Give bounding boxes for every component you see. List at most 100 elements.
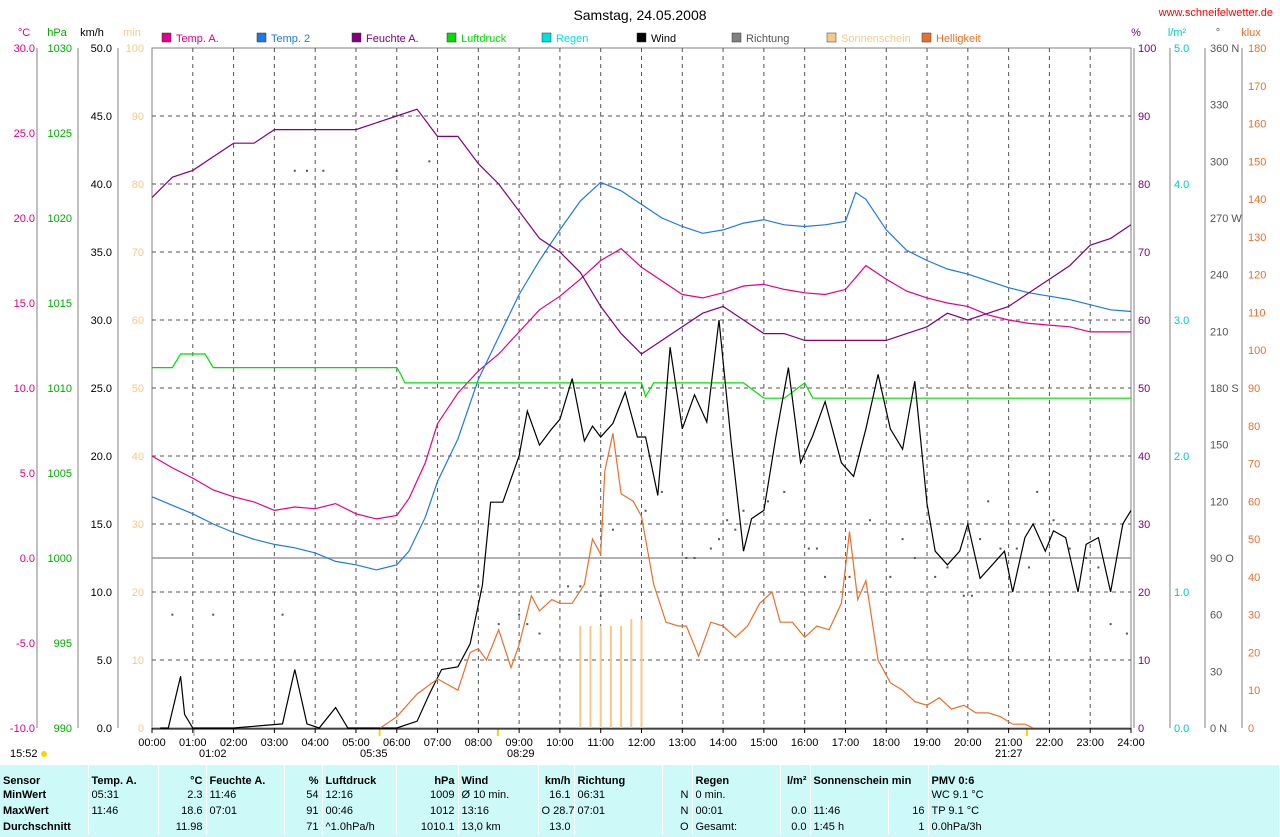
hum-axis-tick-label: 70 bbox=[1138, 247, 1150, 259]
series-line-temp-2 bbox=[151, 181, 1132, 571]
x-tick-label: 01:00 bbox=[179, 737, 207, 749]
series-line-luftdruck bbox=[152, 353, 1131, 399]
stats-header-row: Sensor Temp. A. °C Feuchte A. % Luftdruc… bbox=[0, 765, 1280, 787]
direction-point bbox=[518, 613, 521, 616]
stats-sun-time bbox=[810, 787, 889, 803]
legend-swatch bbox=[826, 32, 837, 43]
x-tick-label: 04:00 bbox=[301, 737, 329, 749]
x-tick-label: 07:00 bbox=[424, 737, 452, 749]
direction-point bbox=[644, 509, 647, 512]
stats-temp-time bbox=[88, 819, 159, 835]
legend-swatch bbox=[731, 32, 742, 43]
x-tick-label: 14:00 bbox=[709, 737, 737, 749]
stats-sun-time: 11:46 bbox=[810, 803, 889, 819]
direction-point bbox=[611, 528, 614, 531]
x-tick-label: 00:00 bbox=[138, 737, 166, 749]
direction-point bbox=[693, 557, 696, 559]
press-axis-tick-label: 990 bbox=[54, 723, 72, 735]
stats-temp-time: 11:46 bbox=[88, 803, 159, 819]
stats-hum-value: 91 bbox=[284, 803, 323, 819]
x-tick-label: 06:00 bbox=[383, 737, 411, 749]
direction-point bbox=[1085, 557, 1088, 559]
lux-axis-tick-label: 130 bbox=[1248, 232, 1266, 244]
direction-point bbox=[281, 613, 284, 616]
direction-point bbox=[979, 538, 982, 541]
stats-pmv-value: WC 9.1 °C bbox=[928, 787, 1280, 803]
direction-point bbox=[815, 547, 818, 550]
press-axis-tick-label: 995 bbox=[54, 638, 72, 650]
dir-axis-tick-label: 210 bbox=[1210, 326, 1228, 338]
stats-header-wind-unit: km/h bbox=[538, 765, 575, 787]
hum-axis-tick-label: 80 bbox=[1138, 179, 1150, 191]
dir-axis-tick-label: 0 N bbox=[1210, 723, 1227, 735]
stats-row-max: MaxWert 11:46 18.6 07:01 91 00:46 1012 1… bbox=[0, 803, 1280, 819]
rain-axis-unit: l/m² bbox=[1168, 27, 1187, 39]
stats-wind-time: 13,0 km bbox=[458, 819, 539, 835]
temp-axis-tick-label: 20.0 bbox=[14, 213, 35, 225]
sunrise-marker-label: 05:35 bbox=[360, 748, 388, 760]
lux-axis-tick-label: 150 bbox=[1248, 156, 1266, 168]
stats-header-dir: Richtung bbox=[574, 765, 663, 787]
dir-axis-tick-label: 180 S bbox=[1210, 383, 1239, 395]
stats-header-press: Luftdruck bbox=[322, 765, 397, 787]
direction-point bbox=[395, 169, 398, 172]
legend-label: Wind bbox=[651, 33, 676, 45]
direction-point bbox=[999, 547, 1002, 550]
stats-hum-time: 07:01 bbox=[206, 803, 285, 819]
direction-point bbox=[962, 594, 965, 597]
direction-point bbox=[848, 575, 851, 578]
stats-table: Sensor Temp. A. °C Feuchte A. % Luftdruc… bbox=[0, 765, 1280, 835]
lux-axis-tick-label: 140 bbox=[1248, 194, 1266, 206]
wind-axis-tick-label: 20.0 bbox=[91, 451, 112, 463]
legend-label: Helligkeit bbox=[936, 33, 981, 45]
stats-press-value: 1012 bbox=[396, 803, 459, 819]
legend-label: Sonnenschein bbox=[841, 33, 911, 45]
sun-axis-tick-label: 20 bbox=[132, 587, 144, 599]
legend-label: Regen bbox=[556, 33, 588, 45]
direction-point bbox=[987, 500, 990, 503]
stats-temp-time: 05:31 bbox=[88, 787, 159, 803]
dir-axis-tick-label: 120 bbox=[1210, 496, 1228, 508]
lux-axis-tick-label: 80 bbox=[1248, 421, 1260, 433]
stats-rain-time: 00:01 bbox=[692, 803, 781, 819]
stats-dir-value: N bbox=[662, 803, 693, 819]
x-tick-label: 21:00 bbox=[995, 737, 1023, 749]
weather-chart: 00:00 01:00 02:00 03:00 04:00 05:00 06:00 07:00… bbox=[10, 7, 1273, 760]
direction-point bbox=[660, 490, 663, 493]
stats-row-min: MinWert 05:31 2.3 11:46 54 12:16 1009 Ø … bbox=[0, 787, 1280, 803]
direction-point bbox=[889, 575, 892, 578]
rain-axis-tick-label: 0.0 bbox=[1174, 723, 1189, 735]
stats-rain-time: Gesamt: bbox=[692, 819, 781, 835]
stats-press-value: 1009 bbox=[396, 787, 459, 803]
press-axis-unit: hPa bbox=[47, 27, 67, 39]
sun-axis-tick-label: 40 bbox=[132, 451, 144, 463]
x-tick-label: 24:00 bbox=[1117, 737, 1145, 749]
dir-axis-tick-label: 60 bbox=[1210, 610, 1222, 622]
lux-axis-tick-label: 70 bbox=[1248, 459, 1260, 471]
direction-point bbox=[868, 519, 871, 522]
lux-axis-tick-label: 0 bbox=[1248, 723, 1254, 735]
x-tick-label: 23:00 bbox=[1076, 737, 1104, 749]
stats-header-temp: Temp. A. bbox=[88, 765, 159, 787]
stats-hum-value: 54 bbox=[284, 787, 323, 803]
press-axis-tick-label: 1020 bbox=[48, 213, 72, 225]
direction-point bbox=[913, 557, 916, 559]
dir-axis-tick-label: 30 bbox=[1210, 666, 1222, 678]
legend-label: Richtung bbox=[746, 33, 789, 45]
direction-point bbox=[477, 585, 480, 588]
website-link[interactable]: www.schneifelwetter.de bbox=[1158, 7, 1273, 19]
hum-axis-unit: % bbox=[1131, 27, 1141, 39]
direction-point bbox=[579, 585, 582, 588]
direction-point bbox=[807, 547, 810, 550]
stats-header-sun: Sonnenschein min bbox=[810, 765, 929, 787]
sun-axis-tick-label: 30 bbox=[132, 519, 144, 531]
sun-axis-tick-label: 10 bbox=[132, 655, 144, 667]
direction-point bbox=[1036, 490, 1039, 493]
direction-point bbox=[212, 613, 215, 616]
wind-axis-tick-label: 40.0 bbox=[91, 179, 112, 191]
stats-hum-time bbox=[206, 819, 285, 835]
direction-point bbox=[599, 594, 602, 597]
x-tick-label: 05:00 bbox=[342, 737, 370, 749]
dir-axis-tick-label: 270 W bbox=[1210, 213, 1242, 225]
